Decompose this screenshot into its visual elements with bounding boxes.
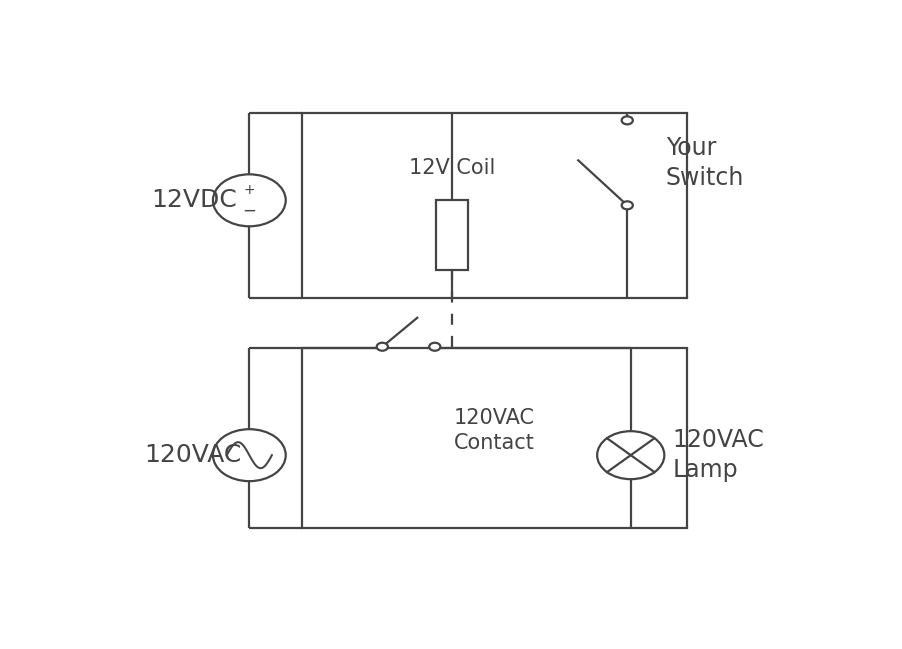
Circle shape: [376, 343, 388, 350]
Circle shape: [596, 431, 664, 479]
Circle shape: [621, 201, 632, 210]
Text: 120VAC: 120VAC: [144, 443, 242, 467]
Text: 12VDC: 12VDC: [152, 188, 237, 212]
Circle shape: [213, 429, 285, 481]
Text: Your
Switch: Your Switch: [665, 136, 743, 190]
Circle shape: [213, 175, 285, 227]
Circle shape: [428, 343, 440, 350]
Text: +: +: [244, 184, 255, 197]
Bar: [436, 201, 468, 270]
Circle shape: [621, 116, 632, 125]
Text: 120VAC
Lamp: 120VAC Lamp: [672, 428, 764, 482]
Text: 12V Coil: 12V Coil: [409, 158, 495, 178]
Text: −: −: [242, 201, 256, 219]
Text: 120VAC
Contact: 120VAC Contact: [454, 408, 534, 452]
